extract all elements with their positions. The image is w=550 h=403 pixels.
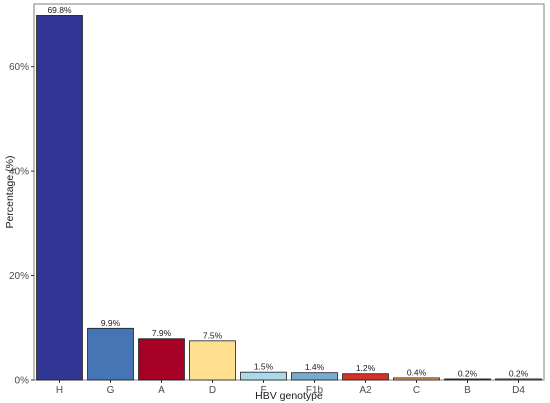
bar-a2 (342, 373, 389, 381)
x-axis: H G A D F F1b A2 C B D4 (56, 380, 525, 396)
bar-a (138, 338, 185, 381)
bar-d4 (495, 378, 542, 381)
data-label-b: 0.2% (458, 368, 478, 378)
data-label-a2: 1.2% (356, 363, 376, 373)
data-label-h: 69.8% (47, 5, 72, 15)
x-tick-label: C (413, 385, 420, 396)
y-tick-label: 20% (9, 271, 29, 282)
data-label-f1b: 1.4% (305, 362, 325, 372)
x-tick-label: G (107, 385, 115, 396)
y-tick-label: 60% (9, 62, 29, 73)
bars (36, 15, 542, 381)
x-tick-label: D (209, 385, 216, 396)
y-tick-label: 40% (9, 167, 29, 178)
bar-f (240, 371, 287, 381)
bar-f1b (291, 372, 338, 381)
x-tick-label: A (158, 385, 165, 396)
data-label-d: 7.5% (203, 330, 223, 340)
bar-c (393, 377, 440, 381)
bar-b (444, 378, 491, 381)
y-tick-label: 0% (15, 376, 30, 387)
bar-h (36, 15, 83, 381)
panel-border (33, 3, 545, 381)
x-tick-label: D4 (512, 385, 525, 396)
data-label-f: 1.5% (254, 362, 274, 372)
x-tick-label: H (56, 385, 63, 396)
data-labels: 69.8% 9.9% 7.9% 7.5% 1.5% 1.4% 1.2% 0.4% 0.2% 0.2… (47, 5, 528, 378)
x-axis-title: HBV genotype (255, 390, 323, 402)
x-tick-label: A2 (359, 385, 372, 396)
data-label-g: 9.9% (101, 318, 121, 328)
data-label-c: 0.4% (407, 367, 427, 377)
x-tick-label: F (260, 385, 266, 396)
y-axis-title: Percentage (%) (4, 156, 16, 229)
data-label-a: 7.9% (152, 328, 172, 338)
bar-g (87, 327, 134, 381)
x-tick-label: F1b (306, 385, 324, 396)
bar-d (189, 340, 236, 381)
data-label-d4: 0.2% (509, 368, 529, 378)
x-tick-label: B (464, 385, 471, 396)
y-axis: 0% 20% 40% 60% (9, 62, 34, 387)
